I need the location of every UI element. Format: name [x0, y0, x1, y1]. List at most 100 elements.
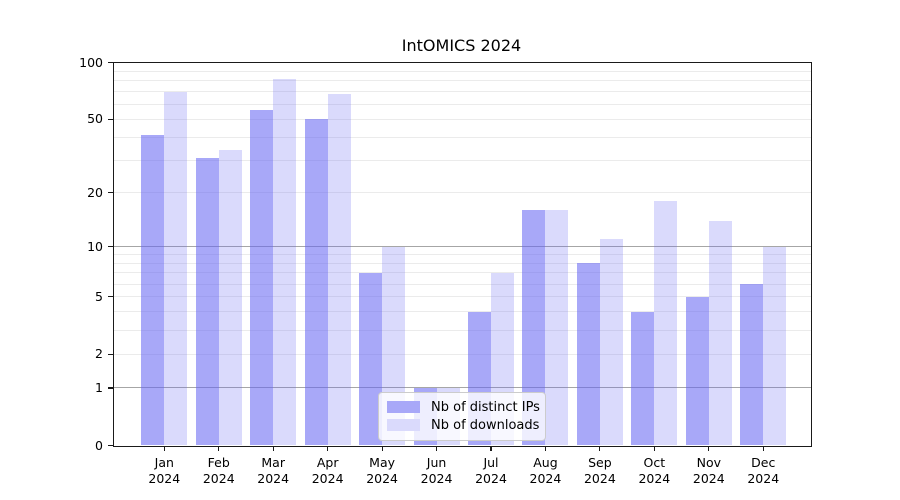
- gridline-minor: [114, 329, 811, 331]
- x-axis-tickmark: [163, 445, 165, 451]
- x-axis-month-label: Nov 2024: [674, 455, 744, 487]
- bar-downloads-aug: [545, 210, 569, 446]
- bar-downloads-apr: [327, 94, 351, 446]
- x-axis-tickmark: [272, 445, 274, 451]
- month-year: 2024: [366, 470, 398, 486]
- x-axis-month-label: Feb 2024: [184, 455, 254, 487]
- month-year: 2024: [638, 470, 671, 486]
- y-axis-tick-label: 1: [95, 379, 103, 395]
- legend-item-downloads: Nb of downloads: [387, 417, 540, 434]
- legend-item-ips: Nb of distinct IPs: [387, 399, 540, 416]
- month-name: Feb: [207, 454, 230, 470]
- x-axis-month-label: Jan 2024: [129, 455, 199, 487]
- y-axis-tickmark: [108, 192, 114, 194]
- legend-swatch-downloads: [387, 419, 420, 431]
- y-axis-tickmark: [108, 387, 114, 389]
- x-axis-month-label: Oct 2024: [619, 455, 689, 487]
- month-year: 2024: [311, 470, 344, 486]
- month-name: Jan: [154, 454, 174, 470]
- bar-downloads-sep: [599, 239, 623, 446]
- y-axis-tick-label: 100: [79, 54, 103, 70]
- gridline-major: [114, 246, 811, 247]
- x-axis-tickmark: [653, 445, 655, 451]
- gridline-minor: [114, 311, 811, 313]
- month-name: Oct: [643, 454, 666, 470]
- bar-ips-aug: [522, 210, 546, 446]
- y-axis-tick-label: 50: [87, 111, 103, 127]
- bar-ips-dec: [740, 284, 764, 446]
- month-year: 2024: [475, 470, 507, 486]
- y-axis-tickmark: [108, 296, 114, 298]
- month-year: 2024: [148, 470, 181, 486]
- legend-label-ips: Nb of distinct IPs: [431, 399, 540, 415]
- month-year: 2024: [747, 470, 780, 486]
- month-year: 2024: [420, 470, 453, 486]
- x-axis-month-label: Dec 2024: [728, 455, 798, 487]
- bar-ips-may: [359, 272, 383, 446]
- bar-downloads-oct: [654, 201, 678, 446]
- y-axis-tick-label: 5: [95, 288, 103, 304]
- x-axis-tickmark: [435, 445, 438, 451]
- month-name: Dec: [751, 454, 776, 470]
- x-axis-month-label: Apr 2024: [293, 455, 363, 487]
- x-axis-month-label: Sep 2024: [565, 455, 635, 487]
- bar-downloads-nov: [708, 220, 732, 446]
- x-axis-month-label: Aug 2024: [510, 455, 580, 487]
- x-axis-tickmark: [708, 445, 710, 451]
- x-axis-month-label: Jun 2024: [402, 455, 472, 487]
- x-axis-tickmark: [490, 445, 492, 451]
- gridline-minor: [114, 70, 811, 72]
- month-name: May: [369, 454, 396, 470]
- bar-downloads-mar: [273, 78, 297, 446]
- month-name: Jul: [483, 454, 499, 470]
- bar-downloads-feb: [218, 150, 242, 446]
- gridline-minor: [114, 192, 811, 194]
- month-name: Apr: [316, 454, 339, 470]
- y-axis-tickmark: [108, 444, 114, 447]
- x-axis-tickmark: [762, 445, 764, 451]
- gridline-minor: [114, 283, 811, 285]
- month-name: Jun: [426, 454, 447, 470]
- y-axis-tickmark: [108, 118, 114, 120]
- y-axis-tickmark: [108, 61, 114, 64]
- chart-title: IntOMICS 2024: [401, 36, 522, 55]
- bar-downloads-jan: [164, 91, 188, 446]
- legend-label-downloads: Nb of downloads: [431, 417, 540, 433]
- bar-ips-feb: [195, 157, 219, 446]
- y-axis-tick-label: 2: [95, 346, 103, 362]
- y-axis-tick-label: 10: [87, 238, 103, 254]
- gridline-minor: [114, 253, 811, 255]
- plot-area: 0 1 2 5 10 20 50 100 Jan 2024 Feb 2024 Mar 2024 Apr 202…: [79, 55, 812, 486]
- gridline-minor: [114, 136, 811, 138]
- gridline-minor: [114, 80, 811, 82]
- bar-downloads-dec: [763, 246, 787, 446]
- gridline-minor: [114, 160, 811, 162]
- month-name: Mar: [261, 454, 285, 470]
- bar-ips-oct: [631, 311, 655, 446]
- bar-ips-nov: [685, 296, 709, 446]
- legend-swatch-ips: [387, 401, 420, 413]
- gridline-minor: [114, 353, 811, 355]
- y-axis-tickmark: [108, 245, 114, 248]
- bar-ips-mar: [250, 109, 274, 446]
- gridline-minor: [114, 272, 811, 274]
- x-axis-tickmark: [381, 445, 383, 451]
- y-axis-tick-label: 20: [87, 184, 103, 200]
- month-year: 2024: [257, 470, 290, 486]
- month-year: 2024: [202, 470, 235, 486]
- x-axis-tickmark: [599, 445, 601, 451]
- legend: Nb of distinct IPs Nb of downloads: [378, 391, 546, 441]
- x-axis-tickmark: [218, 445, 220, 451]
- x-axis-month-label: Jul 2024: [456, 455, 526, 487]
- month-year: 2024: [529, 470, 562, 486]
- gridline-minor: [114, 262, 811, 264]
- bar-ips-sep: [576, 263, 600, 446]
- x-axis-month-label: Mar 2024: [238, 455, 308, 487]
- month-name: Nov: [696, 454, 721, 470]
- month-name: Sep: [588, 454, 612, 470]
- gridline-minor: [114, 103, 811, 105]
- month-year: 2024: [692, 470, 725, 486]
- bar-ips-apr: [304, 119, 328, 446]
- gridline-major: [114, 387, 811, 389]
- x-axis-tickmark: [327, 445, 329, 451]
